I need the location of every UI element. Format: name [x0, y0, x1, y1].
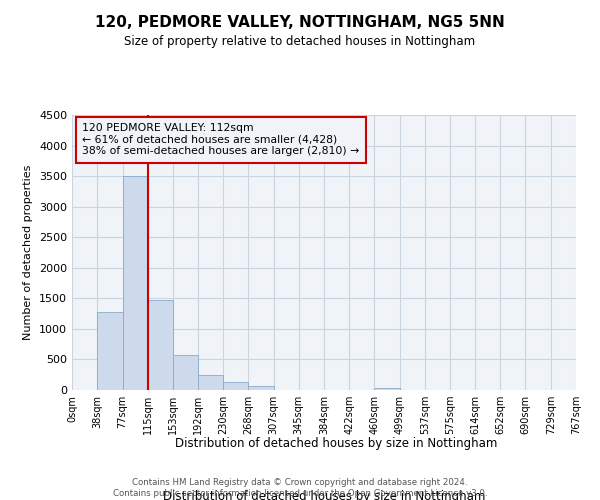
Text: Size of property relative to detached houses in Nottingham: Size of property relative to detached ho…	[124, 35, 476, 48]
Text: 120 PEDMORE VALLEY: 112sqm
← 61% of detached houses are smaller (4,428)
38% of s: 120 PEDMORE VALLEY: 112sqm ← 61% of deta…	[82, 123, 359, 156]
Bar	[248, 386, 274, 390]
Text: Distribution of detached houses by size in Nottingham: Distribution of detached houses by size …	[175, 438, 497, 450]
Bar	[223, 382, 248, 390]
Text: Contains HM Land Registry data © Crown copyright and database right 2024.
Contai: Contains HM Land Registry data © Crown c…	[113, 478, 487, 498]
Bar	[148, 300, 173, 390]
X-axis label: Distribution of detached houses by size in Nottingham: Distribution of detached houses by size …	[163, 490, 485, 500]
Bar	[173, 355, 198, 390]
Bar	[198, 376, 223, 390]
Text: 120, PEDMORE VALLEY, NOTTINGHAM, NG5 5NN: 120, PEDMORE VALLEY, NOTTINGHAM, NG5 5NN	[95, 15, 505, 30]
Y-axis label: Number of detached properties: Number of detached properties	[23, 165, 34, 340]
Bar	[122, 176, 148, 390]
Bar	[97, 312, 122, 390]
Bar	[374, 388, 400, 390]
